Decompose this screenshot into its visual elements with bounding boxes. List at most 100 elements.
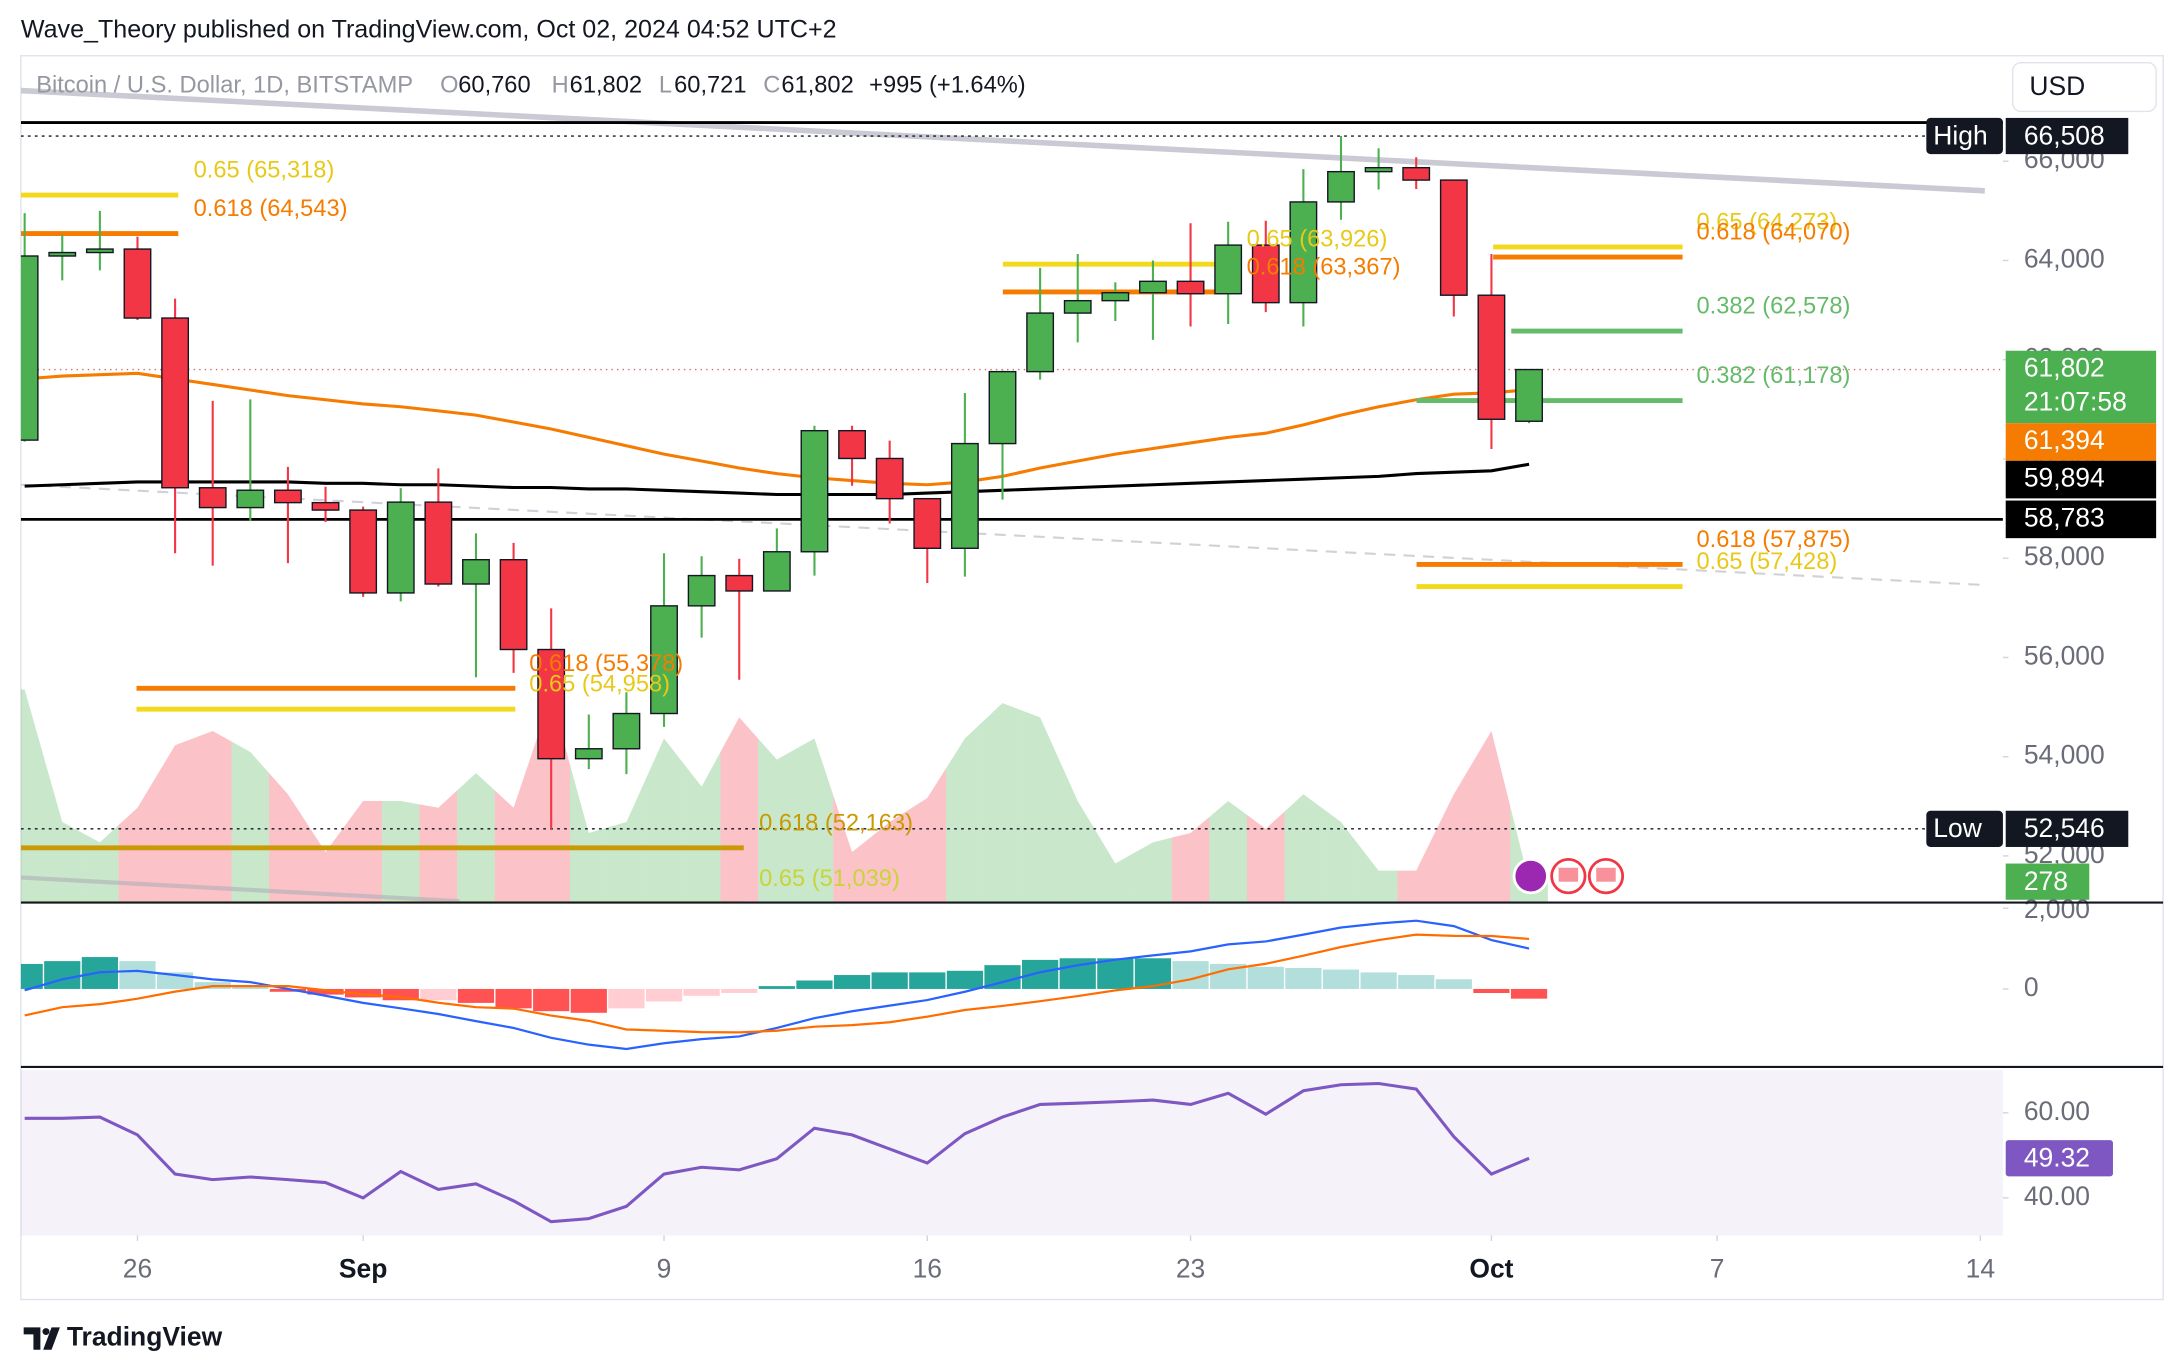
x-tick-label: 26 xyxy=(123,1253,152,1283)
volume-area xyxy=(983,703,1022,903)
x-tick-label: 14 xyxy=(1966,1253,1995,1283)
macd-pane xyxy=(20,919,1548,1051)
x-tick-label: 23 xyxy=(1176,1253,1205,1283)
price-badge xyxy=(2005,423,2157,461)
volume-area xyxy=(1021,710,1059,903)
macd-bar xyxy=(984,965,1021,989)
fib-label: 0.65 (57,428) xyxy=(1697,549,1838,575)
volume-area xyxy=(306,823,345,903)
trendlines xyxy=(20,87,1985,903)
ohlc-key: L xyxy=(659,73,672,99)
macd-bar xyxy=(721,988,758,993)
fib-label: 0.618 (55,378) xyxy=(529,651,683,677)
volume-area xyxy=(1435,762,1473,903)
fib-label: 0.618 (57,875) xyxy=(1697,527,1851,553)
candle-body xyxy=(236,489,265,509)
candle-body xyxy=(499,559,528,651)
y-tick-label: 0 xyxy=(2024,972,2039,1002)
volume-area xyxy=(231,741,270,903)
axes: 52,00054,00056,00058,00060,00062,00064,0… xyxy=(123,117,2157,1283)
volume-badge xyxy=(2005,863,2090,900)
macd-bar xyxy=(645,988,683,1002)
macd-bar xyxy=(833,975,871,989)
candle-body xyxy=(1176,280,1205,295)
publish-header: Wave_Theory published on TradingView.com… xyxy=(21,15,837,43)
extreme-label: High xyxy=(1933,120,1987,150)
candle-body xyxy=(1515,368,1543,422)
y-tick-label: 56,000 xyxy=(2024,640,2105,670)
volume-area xyxy=(1359,846,1398,903)
volume-layer xyxy=(20,689,1548,903)
candle-body xyxy=(161,317,190,489)
volume-area xyxy=(1322,808,1360,903)
volume-area xyxy=(156,738,194,903)
extreme-value-badge xyxy=(2005,810,2129,847)
candle-body xyxy=(198,487,227,509)
candle-body xyxy=(875,457,904,500)
volume-area xyxy=(1134,837,1172,903)
volume-area xyxy=(795,738,834,903)
extreme-value: 52,546 xyxy=(2024,813,2105,843)
currency[interactable]: USD xyxy=(2029,71,2085,101)
brand: TradingView xyxy=(67,1322,223,1352)
y-tick-label: 40.00 xyxy=(2024,1181,2090,1211)
candle-body xyxy=(1139,280,1167,294)
logo-dot xyxy=(42,1328,50,1336)
volume-area xyxy=(1171,816,1210,903)
volume-area xyxy=(1246,811,1285,903)
candle-body xyxy=(20,255,39,441)
candle-body xyxy=(687,574,716,607)
macd-bar xyxy=(1398,975,1435,989)
volume-area xyxy=(682,752,721,903)
macd-bar xyxy=(1322,969,1360,989)
ohlc-key: H xyxy=(552,73,569,99)
y-tick-label: 64,000 xyxy=(2024,243,2105,273)
macd-bar xyxy=(1435,979,1472,989)
y-tick-label: 54,000 xyxy=(2024,740,2105,770)
volume-area xyxy=(1472,730,1511,903)
volume-area xyxy=(1209,800,1247,903)
candle-body xyxy=(988,370,1017,445)
macd-bar xyxy=(44,961,81,989)
event-icon-flag xyxy=(1596,867,1616,882)
volume-area xyxy=(457,773,495,903)
currency-button[interactable] xyxy=(2011,61,2157,113)
macd-bar xyxy=(307,988,344,995)
event-icon-flag xyxy=(1558,867,1579,882)
fib-label: 0.65 (51,039) xyxy=(759,866,900,892)
rsi-band xyxy=(20,1070,2003,1236)
price-badge-value: 58,783 xyxy=(2024,502,2105,532)
candle-body xyxy=(424,501,453,585)
y-tick-label: 58,000 xyxy=(2024,541,2105,571)
candle-body xyxy=(1327,170,1355,203)
candle-body xyxy=(725,574,754,592)
ohlc-key: C xyxy=(763,73,780,99)
candle-body xyxy=(1251,244,1280,304)
candle-body xyxy=(1101,292,1130,302)
volume-area xyxy=(870,809,909,903)
ohlc-value: 61,802 xyxy=(781,73,853,99)
candle-body xyxy=(1289,201,1318,304)
macd-bar xyxy=(1247,966,1284,989)
candle-body xyxy=(386,501,415,594)
fib-label: 0.618 (64,070) xyxy=(1697,220,1851,246)
trendline xyxy=(20,87,1985,194)
candle-body xyxy=(762,551,791,592)
change: +995 (+1.64%) xyxy=(869,73,1026,99)
legend: Bitcoin / U.S. Dollar, 1D, BITSTAMP O 60… xyxy=(36,73,1025,99)
volume-area xyxy=(1096,832,1135,903)
moving-average xyxy=(24,371,1530,487)
macd-bar xyxy=(683,988,720,996)
macd-bar xyxy=(1285,967,1322,989)
y-tick-label: 2,000 xyxy=(2024,894,2090,924)
candle-body xyxy=(1439,179,1468,296)
rsi-badge xyxy=(2005,1140,2113,1177)
macd-bar xyxy=(420,988,457,1001)
macd-bar xyxy=(269,988,307,992)
candle-body xyxy=(1364,166,1393,173)
macd-bar xyxy=(382,988,419,1001)
volume-area xyxy=(607,780,646,903)
extreme-badge xyxy=(1926,810,2003,847)
volume-area xyxy=(43,755,82,903)
